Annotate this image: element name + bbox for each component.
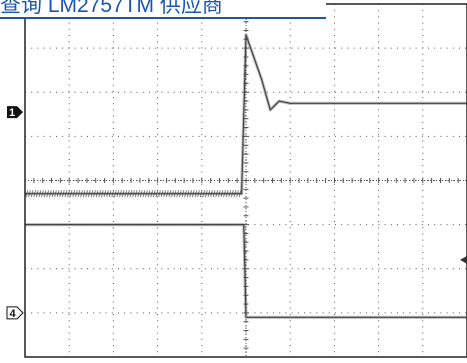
trace-ch4 (25, 224, 467, 318)
channel-marker-label: 1 (9, 107, 15, 119)
channel-marker-1: 1 (7, 106, 23, 119)
supplier-search-link[interactable]: 查询 LM2757TM 供应商 (0, 0, 326, 19)
channel-marker-4: 4 (6, 306, 24, 320)
waveform-traces (25, 33, 467, 319)
trace-ch1 (25, 34, 467, 195)
channel-marker-shape (7, 106, 23, 119)
channel-marker-shape (6, 306, 24, 320)
trace-ripple-ch1 (25, 190, 242, 198)
channel-marker-label: 4 (9, 308, 16, 320)
trigger-level-marker (460, 255, 467, 264)
channel-markers: 14 (6, 106, 24, 320)
